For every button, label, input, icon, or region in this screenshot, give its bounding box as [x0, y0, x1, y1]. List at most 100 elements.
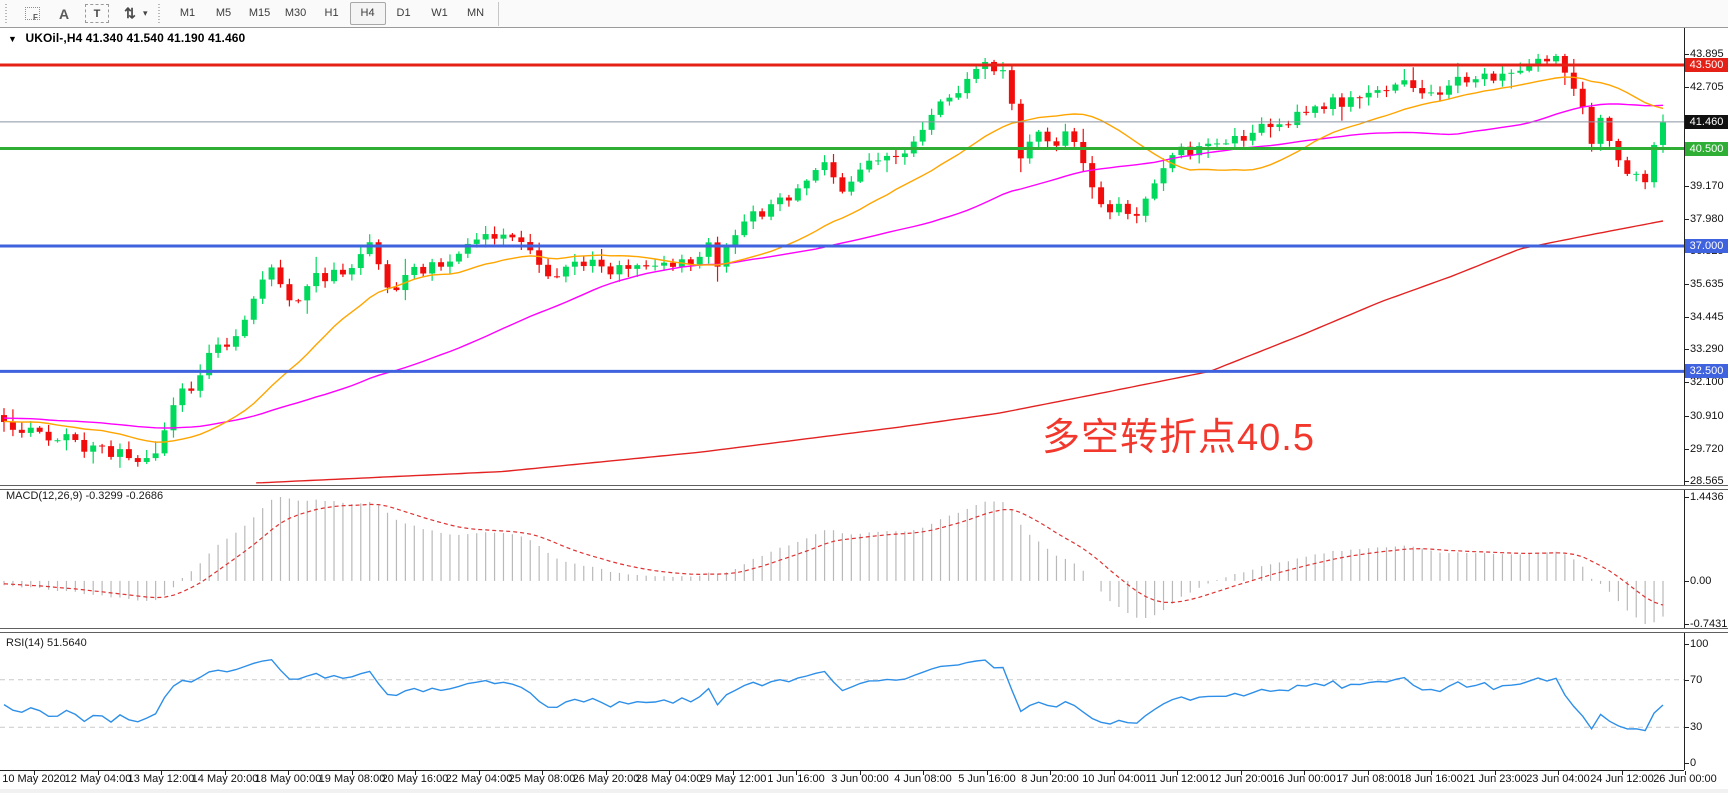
- time-tick-label: 11 Jun 12:00: [1145, 773, 1209, 785]
- price-badge: 43.500: [1685, 58, 1728, 72]
- price-axis-tick: [1684, 480, 1689, 482]
- price-axis-tick: [1684, 87, 1689, 89]
- rsi-scale-label: 70: [1690, 674, 1703, 686]
- macd-scale-label: -0.7431: [1690, 618, 1728, 630]
- time-tick-label: 14 May 20:00: [191, 773, 259, 785]
- time-axis-tick: [923, 771, 924, 775]
- time-axis-tick: [1622, 771, 1623, 775]
- time-axis-tick: [225, 771, 226, 775]
- time-tick-label: 10 May 2020: [2, 773, 66, 785]
- timeframe-m15[interactable]: M15: [248, 7, 271, 19]
- rsi-scale-label: 100: [1690, 638, 1709, 650]
- price-badge: 37.000: [1685, 239, 1728, 254]
- price-axis-tick: [1684, 54, 1689, 55]
- time-tick-label: 3 Jun 00:00: [831, 773, 889, 785]
- time-axis-tick: [1177, 771, 1178, 775]
- timeframe-d1[interactable]: D1: [396, 7, 411, 19]
- arrows-tool-icon[interactable]: ⇅: [124, 5, 136, 21]
- chart-title: ▼ UKOil-,H4 41.340 41.540 41.190 41.460: [8, 31, 245, 45]
- time-tick-label: 4 Jun 08:00: [894, 773, 952, 785]
- time-tick-label: 1 Jun 16:00: [767, 773, 825, 785]
- time-tick-label: 21 Jun 23:00: [1463, 773, 1527, 785]
- timeframe-h4[interactable]: H4: [349, 2, 386, 25]
- price-tick-label: 39.170: [1690, 179, 1724, 192]
- macd-axis-tick: [1684, 581, 1689, 582]
- time-tick-label: 22 May 04:00: [445, 773, 513, 785]
- time-axis-tick: [669, 771, 670, 775]
- time-tick-label: 18 May 00:00: [254, 773, 322, 785]
- dotted-box-icon: [24, 7, 40, 20]
- price-tick-label: 30.910: [1690, 409, 1724, 422]
- macd-axis-tick: [1684, 497, 1689, 498]
- pane-divider[interactable]: [0, 485, 1728, 490]
- time-tick-label: 26 Jun 00:00: [1653, 773, 1717, 785]
- time-tick-label: 18 Jun 16:00: [1399, 773, 1463, 785]
- timeframe-group: M1 M5 M15 M30 H1 H4 D1 W1 MN: [170, 0, 494, 27]
- price-axis-tick: [1684, 415, 1689, 417]
- macd-scale-label: 1.4436: [1690, 491, 1724, 503]
- macd-scale-label: 0.00: [1690, 575, 1712, 587]
- price-axis-tick: [1684, 317, 1689, 319]
- timeframe-w1[interactable]: W1: [431, 7, 448, 19]
- time-axis-tick: [987, 771, 988, 775]
- time-axis-tick: [98, 771, 99, 775]
- price-tick-label: 43.895: [1690, 48, 1724, 60]
- rsi-axis-tick: [1684, 644, 1689, 645]
- toolbar-drag-grip[interactable]: [3, 3, 10, 24]
- rsi-axis-tick: [1684, 763, 1689, 764]
- time-tick-label: 13 May 12:00: [127, 773, 195, 785]
- chart-annotation-text: 多空转折点40.5: [1042, 417, 1315, 459]
- price-axis-tick: [1684, 185, 1689, 187]
- rsi-scale-label: 0: [1690, 757, 1697, 769]
- bottom-strip: [0, 789, 1728, 793]
- timeframe-m5[interactable]: M5: [215, 7, 232, 19]
- price-tick-label: 32.100: [1690, 376, 1724, 389]
- pane-divider[interactable]: [0, 628, 1728, 633]
- price-tick-label: 35.635: [1690, 278, 1724, 291]
- time-axis-tick: [796, 771, 797, 775]
- timeframe-m1[interactable]: M1: [179, 7, 196, 19]
- rsi-axis-tick: [1684, 727, 1689, 728]
- price-tick-label: 33.290: [1690, 343, 1724, 356]
- time-tick-label: 23 Jun 04:00: [1526, 773, 1590, 785]
- time-tick-label: 5 Jun 16:00: [958, 773, 1016, 785]
- time-tick-label: 12 Jun 20:00: [1209, 773, 1273, 785]
- symbol-timeframe-label: UKOil-,H4: [25, 31, 83, 45]
- time-axis-tick: [1114, 771, 1115, 775]
- rsi-scale-label: 30: [1690, 721, 1703, 733]
- chart-menu-arrow-icon[interactable]: ▼: [8, 34, 18, 44]
- toolbar-drag-grip[interactable]: [155, 3, 163, 24]
- time-axis-tick: [415, 771, 416, 775]
- price-tick-label: 37.980: [1690, 212, 1724, 225]
- text-box-icon[interactable]: T: [85, 4, 109, 23]
- time-axis-tick: [352, 771, 353, 775]
- f-subscript-label: F: [33, 12, 38, 22]
- time-axis-tick: [733, 771, 734, 775]
- time-axis-tick: [1304, 771, 1305, 775]
- text-label-icon[interactable]: A: [58, 5, 70, 22]
- timeframe-mn[interactable]: MN: [466, 7, 485, 19]
- price-badge: 41.460: [1685, 114, 1728, 129]
- macd-axis-tick: [1684, 624, 1689, 625]
- time-tick-label: 8 Jun 20:00: [1021, 773, 1079, 785]
- time-tick-label: 10 Jun 04:00: [1082, 773, 1146, 785]
- arrows-dropdown-caret-icon[interactable]: ▾: [143, 8, 148, 18]
- time-axis-tick: [1368, 771, 1369, 775]
- timeframe-h1[interactable]: H1: [324, 7, 339, 19]
- fibo-grid-icon[interactable]: F: [19, 3, 45, 25]
- price-axis-tick: [1684, 349, 1689, 351]
- time-axis-tick: [34, 771, 35, 775]
- time-tick-label: 12 May 04:00: [64, 773, 132, 785]
- timeframe-m30[interactable]: M30: [284, 7, 307, 19]
- toolbar-separator: [497, 1, 499, 26]
- time-tick-label: 17 Jun 08:00: [1336, 773, 1400, 785]
- macd-indicator-label: MACD(12,26,9) -0.3299 -0.2686: [6, 490, 164, 502]
- price-axis-tick: [1684, 284, 1689, 286]
- time-tick-label: 28 May 04:00: [635, 773, 703, 785]
- price-tick-label: 34.445: [1690, 311, 1724, 324]
- time-tick-label: 29 May 12:00: [699, 773, 767, 785]
- rsi-axis-tick: [1684, 680, 1689, 681]
- time-axis-tick: [1685, 771, 1686, 775]
